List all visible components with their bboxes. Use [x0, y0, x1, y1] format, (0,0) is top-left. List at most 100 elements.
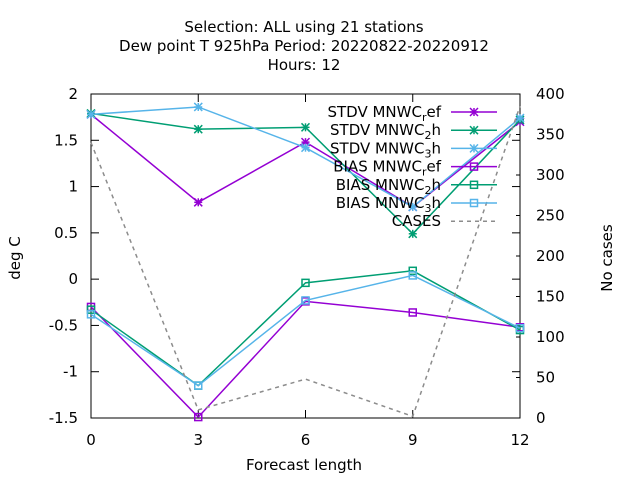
y2-tick-label: 400 [536, 85, 565, 103]
legend-label: STDV MNWCref [327, 103, 441, 124]
legend-label: BIAS MNWCref [333, 158, 441, 179]
legend-swatch-marker [469, 143, 479, 153]
series-line [90, 274, 521, 387]
legend-swatch-marker [469, 162, 479, 171]
legend-label-sub: 3 [424, 202, 431, 215]
legend-swatch-marker [469, 180, 479, 190]
y2-tick-label: 150 [536, 288, 565, 306]
data-point [194, 381, 203, 390]
legend-label-tail: ef [426, 103, 441, 121]
data-point [193, 124, 203, 134]
legend-label-name: BIAS MNWC [336, 176, 425, 194]
data-point [408, 308, 417, 317]
title-line-1: Selection: ALL using 21 stations [184, 18, 423, 36]
data-point [301, 296, 310, 305]
data-point [515, 113, 525, 123]
x-tick-label: 9 [408, 431, 418, 449]
y2-tick-label: 350 [536, 126, 565, 144]
series-line [90, 106, 521, 208]
data-point [300, 143, 311, 153]
data-point [193, 197, 203, 207]
y-tick-label: -1.5 [49, 409, 78, 427]
chart-title: Selection: ALL using 21 stations Dew poi… [119, 18, 489, 74]
legend-swatch-marker [469, 198, 479, 208]
x-tick-label: 6 [301, 431, 311, 449]
data-point [301, 278, 310, 288]
x-axis-label: Forecast length [246, 456, 362, 474]
data-point [515, 323, 525, 333]
series-5 [86, 271, 525, 390]
legend-label-name: CASES [392, 212, 441, 230]
y2-axis: 0 50 100 150 200 250 300 350 400 [516, 85, 565, 427]
legend-entry: STDV MNWC2h [330, 121, 497, 142]
legend-label-tail: h [431, 194, 441, 212]
data-point [300, 122, 311, 132]
y-tick-label: -0.5 [49, 316, 78, 334]
x-tick-label: 12 [510, 431, 529, 449]
y-axis-label: deg C [6, 236, 24, 280]
data-point [408, 271, 417, 280]
data-point [408, 229, 418, 239]
legend-label-name: STDV MNWC [330, 139, 424, 157]
data-point [408, 266, 417, 276]
y-axis: -1.5 -1 -0.5 0 0.5 1 1.5 2 [49, 85, 520, 427]
legend-swatch-marker [469, 107, 479, 117]
legend-label-sub: 3 [424, 147, 431, 160]
y-tick-label: -1 [63, 363, 78, 381]
x-tick-label: 0 [86, 431, 96, 449]
y2-tick-label: 0 [536, 409, 546, 427]
legend-label-name: BIAS MNWC [333, 158, 422, 176]
data-point [194, 412, 203, 422]
title-line-3: Hours: 12 [268, 56, 341, 74]
legend-label-name: STDV MNWC [330, 121, 424, 139]
legend-label-tail: h [431, 139, 441, 157]
series-6 [90, 105, 521, 418]
data-point [193, 102, 203, 112]
series-layer [86, 102, 525, 422]
legend-label-sub: 2 [424, 129, 431, 142]
legend-label: STDV MNWC3h [330, 139, 441, 160]
legend-label: CASES [392, 212, 441, 230]
data-point [86, 310, 96, 319]
series-line [90, 300, 521, 419]
y-tick-label: 1.5 [54, 131, 78, 149]
legend-entry: CASES [392, 212, 497, 230]
legend-label: BIAS MNWC2h [336, 176, 441, 197]
series-line [90, 105, 521, 418]
x-axis: 0 3 6 9 12 [86, 94, 530, 449]
y2-tick-label: 100 [536, 328, 565, 346]
legend-entry: BIAS MNWCref [333, 158, 497, 179]
legend-entry: BIAS MNWC3h [336, 194, 497, 215]
legend-label-sub: 2 [424, 184, 431, 197]
data-point [408, 202, 418, 212]
y-tick-label: 1 [68, 178, 78, 196]
legend-label-name: STDV MNWC [327, 103, 421, 121]
legend-label-tail: h [431, 121, 441, 139]
legend-label: BIAS MNWC3h [336, 194, 441, 215]
legend-label-tail: ef [426, 158, 441, 176]
legend-label-sub: r [422, 111, 427, 124]
y-tick-label: 0 [68, 270, 78, 288]
series-2 [86, 102, 525, 212]
legend-label-tail: h [431, 176, 441, 194]
y-tick-label: 0.5 [54, 224, 78, 242]
y2-tick-label: 50 [536, 369, 555, 387]
y2-tick-label: 200 [536, 247, 565, 265]
data-point [86, 109, 96, 119]
legend-swatch-marker [469, 125, 479, 135]
legend-entry: STDV MNWC3h [330, 139, 497, 160]
y2-axis-label: No cases [598, 224, 616, 292]
y-tick-label: 2 [68, 85, 78, 103]
legend-label: STDV MNWC2h [330, 121, 441, 142]
title-line-2: Dew point T 925hPa Period: 20220822-2022… [119, 37, 489, 55]
series-1 [86, 108, 525, 239]
legend-label-name: BIAS MNWC [336, 194, 425, 212]
legend-label-sub: r [422, 166, 427, 179]
series-line [90, 270, 521, 387]
legend-entry: BIAS MNWC2h [336, 176, 497, 197]
x-tick-label: 3 [193, 431, 203, 449]
series-3 [86, 297, 525, 422]
y2-tick-label: 250 [536, 207, 565, 225]
